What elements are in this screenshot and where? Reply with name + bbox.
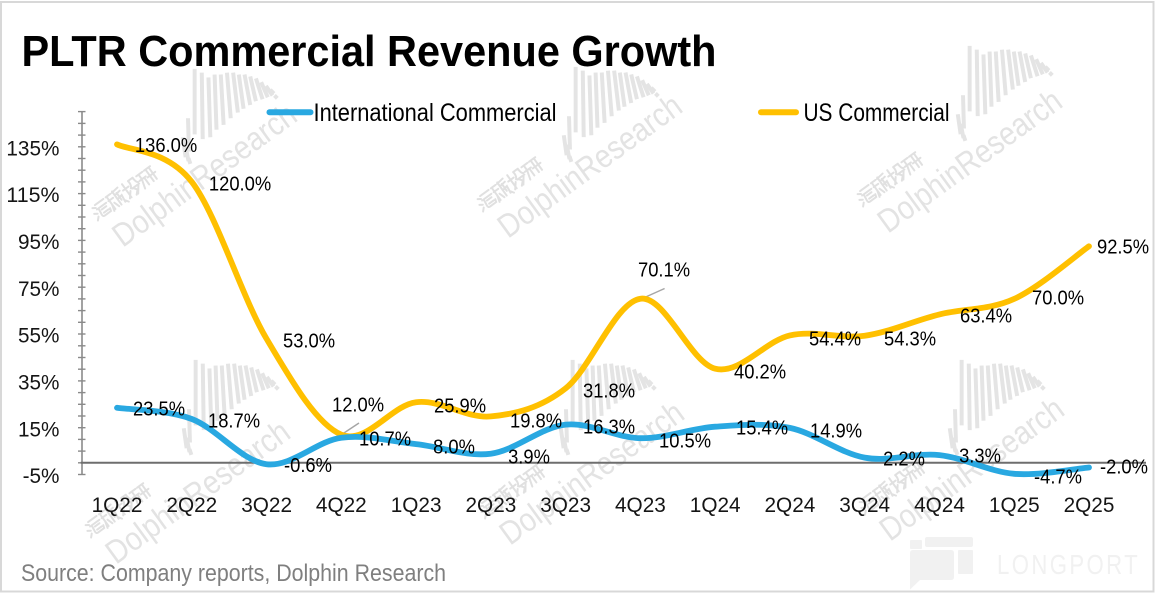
svg-text:-2.0%: -2.0% [1100, 457, 1148, 479]
svg-text:-4.7%: -4.7% [1034, 467, 1082, 489]
svg-text:4Q22: 4Q22 [316, 493, 367, 517]
svg-text:136.0%: 136.0% [135, 135, 197, 157]
svg-text:10.7%: 10.7% [359, 429, 411, 451]
svg-text:14.9%: 14.9% [810, 421, 862, 443]
svg-text:8.0%: 8.0% [433, 437, 475, 459]
svg-text:International Commercial: International Commercial [314, 99, 557, 127]
svg-text:Source: Company reports, Dolph: Source: Company reports, Dolphin Researc… [21, 560, 446, 587]
svg-text:LONGPORT: LONGPORT [997, 549, 1140, 580]
svg-text:4Q23: 4Q23 [615, 493, 666, 517]
svg-text:2Q23: 2Q23 [466, 493, 517, 517]
svg-text:70.1%: 70.1% [638, 260, 690, 282]
svg-text:3Q23: 3Q23 [540, 493, 591, 517]
svg-text:25.9%: 25.9% [434, 396, 486, 418]
svg-text:15.4%: 15.4% [736, 418, 788, 440]
svg-text:23.5%: 23.5% [133, 399, 185, 421]
svg-text:92.5%: 92.5% [1097, 237, 1149, 259]
svg-text:-5%: -5% [23, 464, 60, 488]
svg-text:1Q23: 1Q23 [391, 493, 442, 517]
svg-text:3Q24: 3Q24 [839, 493, 890, 517]
svg-text:4Q24: 4Q24 [914, 493, 965, 517]
svg-text:18.7%: 18.7% [208, 411, 260, 433]
svg-text:55%: 55% [18, 324, 60, 348]
svg-text:19.8%: 19.8% [510, 411, 562, 433]
svg-text:63.4%: 63.4% [960, 306, 1012, 328]
svg-text:70.0%: 70.0% [1032, 288, 1084, 310]
svg-text:1Q25: 1Q25 [989, 493, 1040, 517]
svg-text:2Q24: 2Q24 [765, 493, 816, 517]
svg-text:2Q22: 2Q22 [166, 493, 217, 517]
svg-text:75%: 75% [18, 277, 60, 301]
svg-text:1Q24: 1Q24 [690, 493, 741, 517]
svg-text:120.0%: 120.0% [209, 174, 271, 196]
svg-text:115%: 115% [6, 183, 59, 207]
svg-text:40.2%: 40.2% [734, 362, 786, 384]
svg-text:3.9%: 3.9% [508, 447, 550, 469]
svg-text:53.0%: 53.0% [283, 331, 335, 353]
svg-text:2Q25: 2Q25 [1064, 493, 1115, 517]
svg-text:95%: 95% [18, 230, 60, 254]
svg-text:PLTR Commercial Revenue Growth: PLTR Commercial Revenue Growth [22, 27, 717, 76]
svg-text:16.3%: 16.3% [583, 417, 635, 439]
svg-text:135%: 135% [6, 136, 59, 160]
svg-text:54.4%: 54.4% [809, 329, 861, 351]
svg-text:DolphinResearch: DolphinResearch [98, 413, 296, 571]
svg-text:54.3%: 54.3% [884, 329, 936, 351]
svg-text:15%: 15% [18, 417, 60, 441]
svg-text:2.2%: 2.2% [883, 449, 925, 471]
svg-text:31.8%: 31.8% [583, 381, 635, 403]
svg-text:1Q22: 1Q22 [92, 493, 143, 517]
svg-text:3Q22: 3Q22 [241, 493, 292, 517]
svg-text:3.3%: 3.3% [959, 446, 1001, 468]
svg-text:10.5%: 10.5% [659, 431, 711, 453]
svg-text:35%: 35% [18, 371, 60, 395]
svg-text:US Commercial: US Commercial [804, 99, 950, 127]
svg-text:12.0%: 12.0% [332, 395, 384, 417]
svg-text:-0.6%: -0.6% [284, 455, 332, 477]
